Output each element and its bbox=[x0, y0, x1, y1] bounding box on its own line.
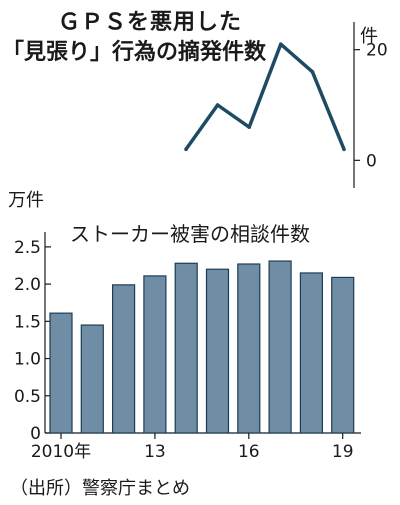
top-data-point bbox=[215, 103, 220, 107]
bottom-bar bbox=[111, 284, 136, 434]
bottom-x-tick-label: 19 bbox=[332, 442, 354, 462]
bottom-chart-title: ストーカー被害の相談件数 bbox=[70, 222, 310, 246]
top-chart-unit-label: 件 bbox=[360, 26, 378, 47]
top-data-point bbox=[184, 147, 188, 152]
top-data-point bbox=[247, 125, 251, 129]
bottom-x-tick-label: 2010年 bbox=[31, 442, 91, 462]
source-note: （出所）警察庁まとめ bbox=[10, 478, 190, 499]
top-line-chart: 0 20 bbox=[184, 22, 388, 188]
bottom-y-tick-label: 2.5 bbox=[14, 238, 41, 258]
bottom-x-tick-label: 16 bbox=[238, 442, 260, 462]
bottom-bar bbox=[49, 312, 73, 434]
bottom-bar bbox=[331, 276, 355, 434]
bottom-y-tick-label: 2.0 bbox=[14, 275, 41, 295]
bottom-chart-unit-label: 万件 bbox=[8, 190, 44, 211]
bottom-y-tick-label: 0.5 bbox=[14, 387, 41, 407]
bottom-bar bbox=[299, 272, 323, 434]
bottom-bar bbox=[268, 260, 292, 434]
bottom-bar bbox=[237, 263, 261, 434]
top-series-line bbox=[184, 42, 346, 151]
bottom-bar bbox=[143, 275, 167, 434]
top-chart-title-line1: ＧＰＳを悪用した bbox=[58, 10, 243, 35]
bottom-bar bbox=[80, 324, 104, 434]
top-y-tick-label: 20 bbox=[366, 41, 388, 61]
top-data-point bbox=[279, 42, 283, 46]
bottom-y-tick-label: 0 bbox=[30, 424, 41, 444]
top-data-point bbox=[342, 147, 346, 152]
bottom-bar bbox=[174, 262, 198, 434]
top-data-point bbox=[310, 70, 315, 74]
top-y-tick-label: 0 bbox=[366, 151, 377, 171]
top-chart-title-line2: 「見張り」行為の摘発件数 bbox=[2, 40, 267, 65]
bottom-bar-chart: 0 0.5 1.0 1.5 2.0 2.5 2010年 13 16 19 bbox=[14, 232, 361, 462]
bottom-bar bbox=[205, 268, 230, 434]
bottom-x-tick-label: 13 bbox=[144, 442, 166, 462]
bottom-y-tick-label: 1.5 bbox=[14, 312, 41, 332]
bottom-y-tick-label: 1.0 bbox=[14, 350, 41, 370]
